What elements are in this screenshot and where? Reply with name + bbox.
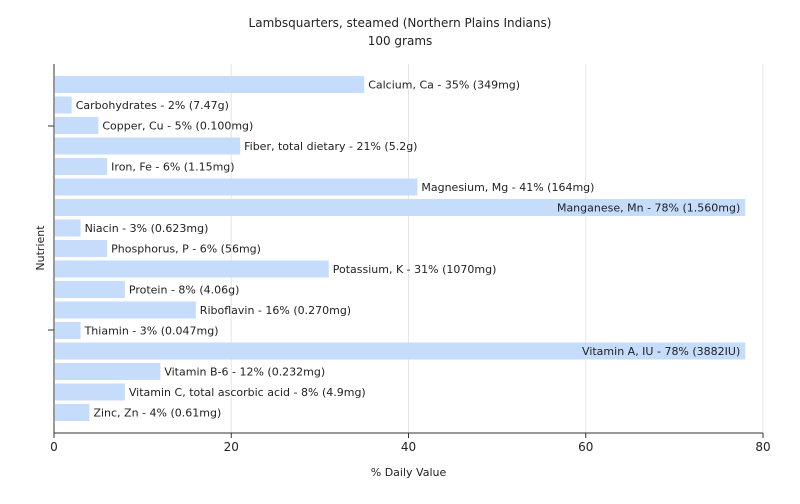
bar: [55, 76, 365, 93]
bar: [55, 342, 746, 360]
bar: [55, 260, 329, 278]
x-axis-title: % Daily Value: [371, 466, 447, 479]
bar-label: Fiber, total dietary - 21% (5.2g): [244, 140, 417, 153]
x-tick-label: 60: [578, 440, 593, 454]
x-tick-label: 20: [224, 440, 239, 454]
bar-label: Magnesium, Mg - 41% (164mg): [421, 181, 594, 194]
bar-label: Phosphorus, P - 6% (56mg): [111, 243, 261, 256]
bar: [55, 322, 81, 339]
bar-label: Vitamin C, total ascorbic acid - 8% (4.9…: [129, 386, 366, 399]
bar: [55, 117, 99, 134]
bar: [55, 404, 90, 421]
bar: [55, 363, 161, 380]
bar-label: Vitamin B-6 - 12% (0.232mg): [164, 366, 325, 379]
bar-label: Calcium, Ca - 35% (349mg): [368, 79, 520, 92]
bar: [55, 199, 746, 216]
bar-label: Niacin - 3% (0.623mg): [85, 222, 209, 235]
bar-label: Iron, Fe - 6% (1.15mg): [111, 161, 234, 174]
x-tick-label: 0: [50, 440, 58, 454]
chart-subtitle: 100 grams: [368, 34, 433, 48]
bar: [55, 137, 241, 155]
bar: [55, 178, 418, 196]
bar-label: Vitamin A, IU - 78% (3882IU): [582, 345, 740, 358]
bar-label: Zinc, Zn - 4% (0.61mg): [93, 407, 221, 420]
chart-title: Lambsquarters, steamed (Northern Plains …: [249, 16, 552, 30]
bar: [55, 383, 125, 401]
bar: [55, 281, 125, 298]
bar-label: Carbohydrates - 2% (7.47g): [76, 99, 229, 112]
bar-label: Copper, Cu - 5% (0.100mg): [102, 120, 253, 133]
bar: [55, 219, 81, 237]
x-tick-label: 80: [755, 440, 770, 454]
bar-label: Potassium, K - 31% (1070mg): [333, 263, 497, 276]
bar: [55, 301, 196, 319]
plot-area: Calcium, Ca - 35% (349mg) Carbohydrates -…: [48, 64, 771, 454]
bar-label: Manganese, Mn - 78% (1.560mg): [557, 202, 740, 215]
y-axis-title: Nutrient: [34, 225, 47, 271]
bar-label: Thiamin - 3% (0.047mg): [84, 325, 219, 338]
bar: [55, 240, 108, 257]
bar-label: Protein - 8% (4.06g): [129, 284, 240, 297]
x-tick-label: 40: [401, 440, 416, 454]
bar: [55, 96, 72, 114]
bar-label: Riboflavin - 16% (0.270mg): [200, 304, 351, 317]
bar: [55, 158, 108, 175]
